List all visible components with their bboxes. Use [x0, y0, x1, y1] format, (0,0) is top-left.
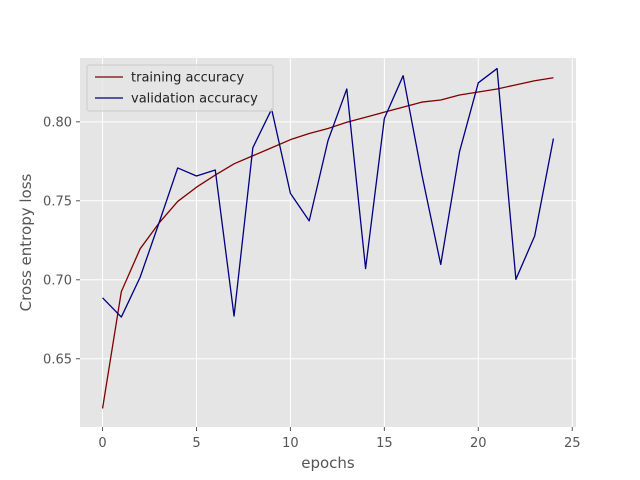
- x-tick-label: 5: [192, 436, 200, 451]
- x-tick-label: 25: [564, 436, 581, 451]
- y-axis-label: Cross entropy loss: [17, 173, 35, 311]
- x-tick-label: 10: [282, 436, 299, 451]
- plot-area: [80, 58, 576, 427]
- legend-label: training accuracy: [131, 71, 244, 86]
- y-tick-label: 0.80: [43, 115, 72, 130]
- legend-label: validation accuracy: [131, 92, 258, 107]
- x-tick-label: 20: [470, 436, 487, 451]
- x-axis-label: epochs: [301, 454, 355, 472]
- x-axis-ticks: 0 5 10 15 20 25: [98, 427, 581, 451]
- x-tick-label: 0: [98, 436, 106, 451]
- series-layer: [101, 67, 555, 409]
- x-tick-label: 15: [376, 436, 393, 451]
- y-axis-ticks: 0.65 0.70 0.75 0.80: [43, 115, 80, 367]
- legend: training accuracy validation accuracy: [86, 64, 274, 112]
- y-tick-label: 0.70: [43, 273, 72, 288]
- y-tick-label: 0.75: [43, 194, 72, 209]
- series-line-validation-accuracy: [102, 67, 555, 318]
- grid-lines: [80, 58, 576, 427]
- y-tick-label: 0.65: [43, 352, 72, 367]
- series-line-training-accuracy: [101, 77, 554, 409]
- legend-box: [86, 64, 274, 112]
